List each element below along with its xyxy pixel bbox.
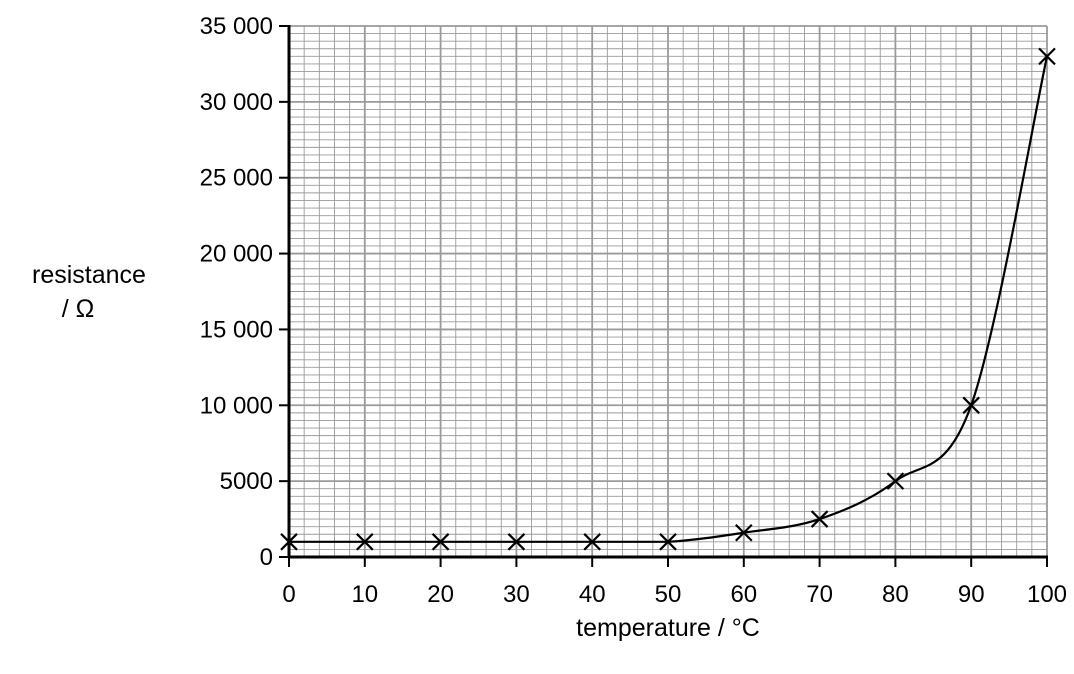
marker-stroke <box>962 396 980 415</box>
grid <box>288 25 1048 558</box>
x-tick-label: 0 <box>282 581 295 608</box>
x-tick-label: 30 <box>503 581 530 608</box>
y-axis-label: resistance <box>32 261 146 289</box>
y-tick-label: 20 000 <box>200 241 273 268</box>
data-point-marker <box>810 510 829 528</box>
marker-stroke <box>356 533 374 551</box>
y-tick-label: 10 000 <box>200 392 273 419</box>
marker-stroke <box>735 523 753 542</box>
y-axis-label-unit: / Ω <box>62 295 95 323</box>
data-point-marker <box>886 472 905 490</box>
marker-stroke <box>583 533 601 551</box>
data-point-marker <box>507 533 526 551</box>
x-tick-labels: 0 10 20 30 40 50 60 70 80 90 100 <box>282 557 1067 608</box>
x-tick-label: 40 <box>579 581 606 608</box>
x-tick-label: 20 <box>427 581 454 608</box>
y-tick-label: 25 000 <box>200 165 273 192</box>
x-tick-label: 10 <box>351 581 378 608</box>
y-tick-labels: 0 5000 10 000 15 000 20 000 25 000 30 000 35 00… <box>200 13 289 571</box>
data-series <box>280 47 1056 551</box>
marker-stroke <box>886 472 905 490</box>
marker-stroke <box>810 510 829 528</box>
data-point-marker <box>583 533 601 551</box>
marker-stroke <box>1038 47 1056 66</box>
y-tick-label: 35 000 <box>200 13 273 40</box>
x-tick-label: 70 <box>806 581 833 608</box>
data-point-marker <box>356 533 374 551</box>
y-tick-label: 0 <box>260 544 273 571</box>
x-tick-label: 60 <box>730 581 757 608</box>
x-axis-label: temperature / °C <box>576 614 760 642</box>
x-tick-label: 50 <box>655 581 682 608</box>
data-point-marker <box>280 533 298 551</box>
x-tick-label: 100 <box>1027 581 1067 608</box>
marker-stroke <box>280 533 298 551</box>
data-point-marker <box>431 533 450 551</box>
y-tick-label: 5000 <box>220 468 273 495</box>
x-tick-label: 90 <box>958 581 985 608</box>
y-tick-label: 30 000 <box>200 89 273 116</box>
data-point-marker <box>962 396 980 415</box>
marker-stroke <box>431 533 450 551</box>
data-point-marker <box>659 533 677 551</box>
marker-stroke <box>659 533 677 551</box>
marker-stroke <box>507 533 526 551</box>
data-point-marker <box>735 523 753 542</box>
x-tick-label: 80 <box>882 581 909 608</box>
y-tick-label: 15 000 <box>200 316 273 343</box>
data-point-marker <box>1038 47 1056 66</box>
